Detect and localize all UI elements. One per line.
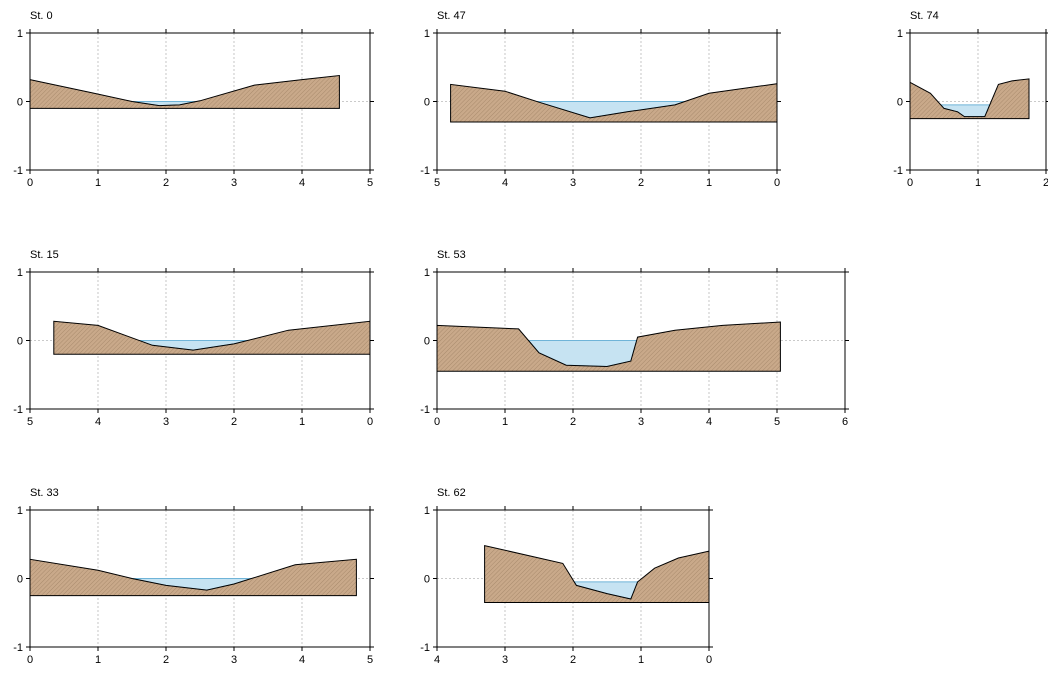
chart-panel: St. 0 0 1 2 3 4 5 -1 0 1 bbox=[13, 10, 374, 189]
x-tick-label: 0 bbox=[27, 654, 33, 666]
x-tick-label: 2 bbox=[163, 177, 169, 189]
chart-title: St. 47 bbox=[437, 10, 466, 22]
x-tick-label: 2 bbox=[231, 416, 237, 428]
chart-title: St. 62 bbox=[437, 487, 466, 499]
y-tick-label: -1 bbox=[893, 165, 903, 177]
x-tick-label: 2 bbox=[570, 416, 576, 428]
chart-title: St. 15 bbox=[30, 249, 59, 261]
chart-panel: St. 47 5 4 3 2 1 0 -1 0 1 bbox=[420, 10, 781, 189]
chart-title: St. 33 bbox=[30, 487, 59, 499]
y-tick-label: 0 bbox=[897, 97, 903, 109]
x-tick-label: 3 bbox=[231, 654, 237, 666]
x-tick-label: 2 bbox=[1043, 177, 1048, 189]
ground-profile bbox=[53, 320, 371, 355]
x-tick-label: 5 bbox=[367, 177, 373, 189]
y-tick-label: -1 bbox=[420, 642, 430, 654]
x-tick-label: 4 bbox=[502, 177, 508, 189]
x-tick-label: 0 bbox=[774, 177, 780, 189]
ground-profile bbox=[484, 544, 710, 603]
y-tick-label: 0 bbox=[17, 336, 23, 348]
chart-panel: St. 15 5 4 3 2 1 0 -1 0 1 bbox=[13, 249, 374, 428]
x-tick-label: 0 bbox=[367, 416, 373, 428]
x-tick-label: 6 bbox=[842, 416, 848, 428]
chart-panel: St. 33 0 1 2 3 4 5 -1 0 1 bbox=[13, 487, 374, 666]
y-tick-label: 1 bbox=[17, 505, 23, 517]
x-tick-label: 3 bbox=[570, 177, 576, 189]
y-tick-label: -1 bbox=[13, 642, 23, 654]
x-tick-label: 4 bbox=[95, 416, 101, 428]
y-tick-label: 0 bbox=[424, 336, 430, 348]
x-tick-label: 5 bbox=[434, 177, 440, 189]
x-tick-label: 5 bbox=[367, 654, 373, 666]
y-tick-label: -1 bbox=[13, 404, 23, 416]
x-tick-label: 0 bbox=[907, 177, 913, 189]
x-tick-label: 3 bbox=[231, 177, 237, 189]
x-tick-label: 3 bbox=[502, 654, 508, 666]
chart-title: St. 74 bbox=[910, 10, 939, 22]
x-tick-label: 1 bbox=[975, 177, 981, 189]
chart-panel: St. 62 4 3 2 1 0 -1 0 1 bbox=[420, 487, 713, 666]
x-tick-label: 2 bbox=[570, 654, 576, 666]
x-tick-label: 4 bbox=[299, 177, 305, 189]
x-tick-label: 2 bbox=[163, 654, 169, 666]
y-tick-label: -1 bbox=[13, 165, 23, 177]
y-tick-label: 1 bbox=[424, 28, 430, 40]
x-tick-label: 4 bbox=[434, 654, 440, 666]
x-tick-label: 3 bbox=[638, 416, 644, 428]
y-tick-label: -1 bbox=[420, 165, 430, 177]
chart-panel: St. 74 0 1 2 -1 0 1 bbox=[893, 10, 1048, 189]
chart-panel: St. 53 0 1 2 3 4 5 6 -1 0 1 bbox=[420, 249, 849, 428]
x-tick-label: 4 bbox=[299, 654, 305, 666]
x-tick-label: 4 bbox=[706, 416, 712, 428]
ground-profile bbox=[29, 558, 357, 597]
x-tick-label: 1 bbox=[95, 177, 101, 189]
ground-profile bbox=[436, 321, 781, 372]
ground-profile bbox=[29, 74, 340, 109]
x-tick-label: 5 bbox=[774, 416, 780, 428]
x-tick-label: 2 bbox=[638, 177, 644, 189]
x-tick-label: 1 bbox=[502, 416, 508, 428]
chart-title: St. 0 bbox=[30, 10, 53, 22]
x-tick-label: 5 bbox=[27, 416, 33, 428]
ground-profile bbox=[909, 78, 1030, 120]
x-tick-label: 1 bbox=[95, 654, 101, 666]
x-tick-label: 0 bbox=[434, 416, 440, 428]
x-tick-label: 1 bbox=[299, 416, 305, 428]
y-tick-label: 1 bbox=[424, 267, 430, 279]
x-tick-label: 1 bbox=[706, 177, 712, 189]
y-tick-label: 1 bbox=[17, 267, 23, 279]
y-tick-label: 1 bbox=[17, 28, 23, 40]
y-tick-label: -1 bbox=[420, 404, 430, 416]
y-tick-label: 1 bbox=[424, 505, 430, 517]
x-tick-label: 0 bbox=[706, 654, 712, 666]
x-tick-label: 0 bbox=[27, 177, 33, 189]
y-tick-label: 0 bbox=[17, 574, 23, 586]
y-tick-label: 1 bbox=[897, 28, 903, 40]
y-tick-label: 0 bbox=[424, 97, 430, 109]
y-tick-label: 0 bbox=[424, 574, 430, 586]
x-tick-label: 1 bbox=[638, 654, 644, 666]
x-tick-label: 3 bbox=[163, 416, 169, 428]
chart-title: St. 53 bbox=[437, 249, 466, 261]
y-tick-label: 0 bbox=[17, 97, 23, 109]
